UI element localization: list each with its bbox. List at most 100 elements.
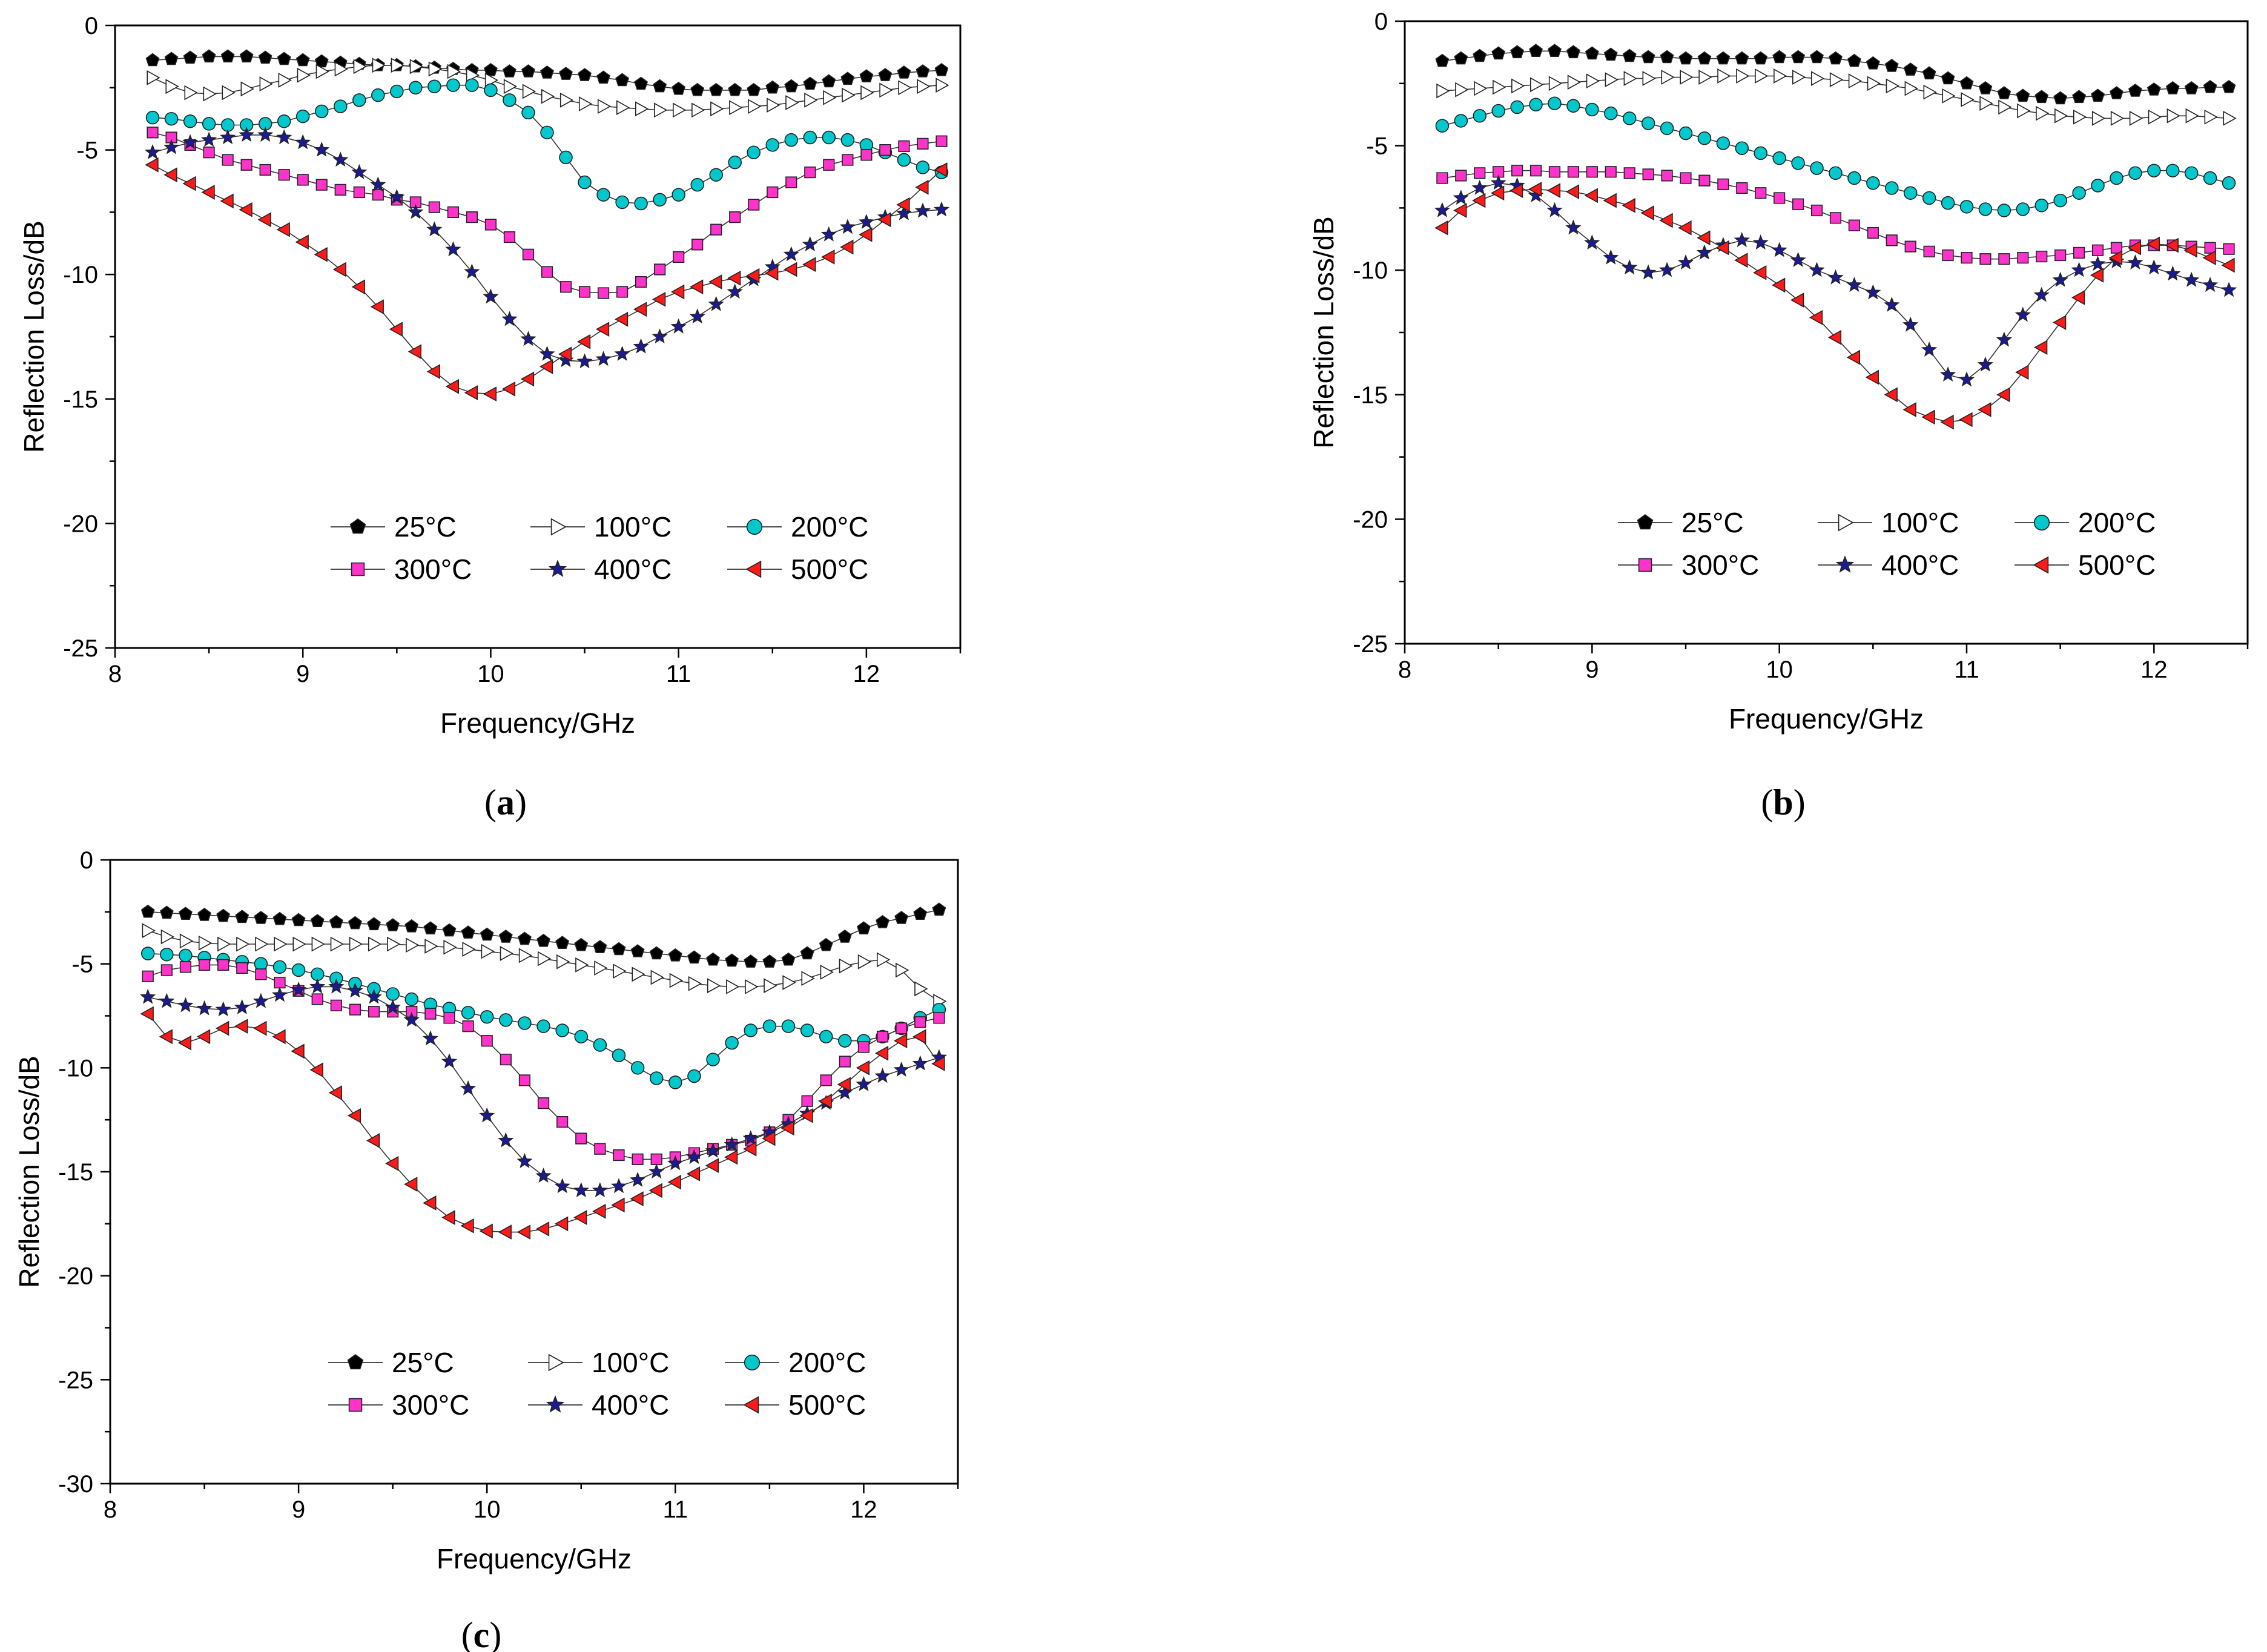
data-point xyxy=(559,67,573,80)
data-point xyxy=(1978,402,1991,417)
data-point xyxy=(1640,205,1654,220)
data-point xyxy=(1658,262,1675,277)
data-point xyxy=(2127,254,2143,270)
data-point xyxy=(559,93,574,108)
data-point xyxy=(842,87,856,103)
data-point xyxy=(668,1075,682,1089)
data-point xyxy=(857,1041,870,1053)
data-point xyxy=(893,1061,909,1077)
data-point xyxy=(516,1153,533,1169)
data-point xyxy=(2203,171,2217,185)
data-point xyxy=(595,322,610,337)
data-point xyxy=(259,76,273,91)
data-point xyxy=(140,1006,154,1022)
data-point xyxy=(297,174,309,186)
data-point xyxy=(522,84,536,99)
data-point xyxy=(1696,244,1713,260)
data-point xyxy=(917,137,929,150)
data-point xyxy=(521,64,535,78)
legend: 25°C 100°C 200°C 300°C 400°C 500°C xyxy=(331,511,868,585)
y-tick-label: -15 xyxy=(63,386,98,413)
series-group xyxy=(144,49,950,401)
data-point xyxy=(1491,104,1505,118)
data-point xyxy=(1472,193,1486,208)
data-point xyxy=(1642,71,1656,86)
data-point xyxy=(164,111,179,126)
data-point xyxy=(876,915,889,928)
data-point xyxy=(1790,251,1806,267)
data-point xyxy=(652,328,668,344)
data-point xyxy=(2221,257,2235,273)
data-point xyxy=(2166,108,2180,124)
data-point xyxy=(670,318,687,334)
data-point xyxy=(1829,51,1843,65)
data-point xyxy=(613,1149,625,1161)
data-point xyxy=(483,386,497,401)
data-point xyxy=(838,1034,852,1048)
data-point xyxy=(917,79,931,94)
data-point xyxy=(183,50,197,64)
y-axis-title: Reflection Loss/dB xyxy=(18,220,50,453)
data-point xyxy=(1867,226,1879,239)
legend-marker xyxy=(349,518,366,534)
data-point xyxy=(348,916,362,930)
data-point xyxy=(368,1006,380,1018)
x-tick-label: 11 xyxy=(666,661,691,687)
data-point xyxy=(254,957,268,971)
data-point xyxy=(633,302,647,317)
data-point xyxy=(540,65,554,79)
data-point xyxy=(372,189,384,201)
data-point xyxy=(460,1218,474,1234)
data-point xyxy=(747,145,761,159)
legend-label: 500°C xyxy=(788,1389,866,1421)
data-point xyxy=(198,959,211,971)
data-point xyxy=(1510,100,1524,114)
data-point xyxy=(858,214,875,230)
data-point xyxy=(686,1166,701,1181)
data-point xyxy=(521,105,535,120)
data-point xyxy=(615,195,629,210)
data-point xyxy=(1941,71,1955,85)
data-point xyxy=(220,193,234,209)
data-point xyxy=(1996,387,2010,403)
data-point xyxy=(1810,71,1825,86)
data-point xyxy=(1903,62,1918,76)
data-point xyxy=(483,288,499,304)
data-point xyxy=(1998,99,2012,115)
data-point xyxy=(614,345,630,361)
data-point xyxy=(1978,202,1993,216)
data-point xyxy=(140,904,155,918)
data-point xyxy=(236,962,248,974)
data-point xyxy=(1942,249,1954,262)
data-point xyxy=(291,963,306,977)
data-point xyxy=(235,910,249,923)
data-point xyxy=(2202,277,2219,292)
data-point xyxy=(860,85,874,101)
data-point xyxy=(389,322,403,337)
data-point xyxy=(290,981,307,997)
data-point xyxy=(479,1107,495,1123)
data-point xyxy=(783,246,799,262)
data-point xyxy=(748,99,762,114)
data-point xyxy=(272,1029,286,1045)
data-point xyxy=(1772,151,1786,165)
data-point xyxy=(142,970,154,982)
data-point xyxy=(196,1029,211,1045)
data-point xyxy=(634,76,648,90)
data-point xyxy=(1959,200,1974,214)
data-point xyxy=(765,80,780,94)
legend-entry: 25°C xyxy=(1618,507,1744,538)
data-point xyxy=(1902,402,1916,417)
data-point xyxy=(801,1095,813,1107)
data-point xyxy=(668,948,682,962)
data-point xyxy=(1734,253,1748,268)
x-tick-label: 10 xyxy=(1766,656,1793,683)
data-point xyxy=(706,1052,720,1066)
data-point xyxy=(384,999,401,1014)
data-point xyxy=(462,1020,474,1032)
data-point xyxy=(1435,53,1450,67)
data-point xyxy=(409,59,424,74)
data-point xyxy=(276,129,292,145)
data-point xyxy=(767,97,780,113)
